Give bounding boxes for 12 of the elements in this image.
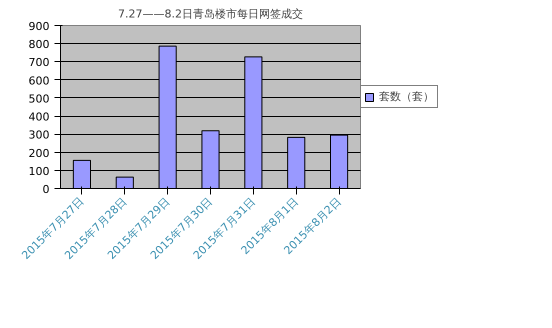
y-tick-label: 400	[28, 110, 50, 124]
y-tick-label: 300	[28, 128, 50, 142]
y-tick-label: 900	[28, 20, 50, 33]
y-tick-label: 100	[28, 164, 50, 178]
chart-title: 7.27——8.2日青岛楼市每日网签成交	[118, 8, 304, 20]
legend-label: 套数（套）	[379, 89, 434, 104]
y-tick-label: 800	[28, 38, 50, 52]
y-tick-label: 600	[28, 74, 50, 88]
y-tick-label: 0	[42, 183, 50, 196]
y-tick-label: 700	[28, 56, 50, 70]
y-tick-label: 200	[28, 146, 50, 160]
y-tick-label: 500	[28, 92, 50, 106]
